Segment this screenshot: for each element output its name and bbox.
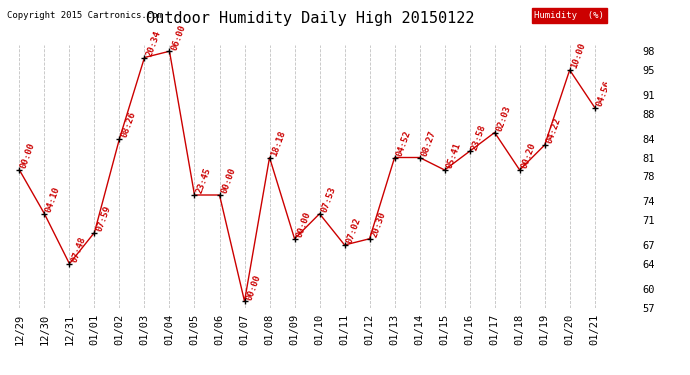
Text: 07:02: 07:02 <box>344 217 362 245</box>
Text: 07:59: 07:59 <box>95 204 112 232</box>
Text: 07:48: 07:48 <box>70 236 87 264</box>
Text: 00:00: 00:00 <box>19 142 37 170</box>
Text: 00:20: 00:20 <box>520 142 538 170</box>
Text: 04:52: 04:52 <box>395 129 412 158</box>
Text: 06:00: 06:00 <box>170 23 187 51</box>
Text: 04:10: 04:10 <box>44 185 62 214</box>
Text: 08:27: 08:27 <box>420 129 437 158</box>
Text: Humidity  (%): Humidity (%) <box>534 11 604 20</box>
Text: 20:34: 20:34 <box>144 29 162 57</box>
Text: 07:53: 07:53 <box>319 185 337 214</box>
Text: 23:45: 23:45 <box>195 166 212 195</box>
Text: 00:00: 00:00 <box>295 210 312 239</box>
Text: 08:26: 08:26 <box>119 110 137 139</box>
Text: 00:00: 00:00 <box>244 273 262 301</box>
Text: 10:00: 10:00 <box>570 42 587 70</box>
Text: Outdoor Humidity Daily High 20150122: Outdoor Humidity Daily High 20150122 <box>146 11 475 26</box>
Text: 05:41: 05:41 <box>444 142 462 170</box>
Text: 04:56: 04:56 <box>595 79 612 108</box>
Text: 04:22: 04:22 <box>544 117 562 145</box>
Text: 00:00: 00:00 <box>219 166 237 195</box>
Text: Copyright 2015 Cartronics.com: Copyright 2015 Cartronics.com <box>7 11 163 20</box>
Text: 20:30: 20:30 <box>370 210 387 239</box>
Text: 18:18: 18:18 <box>270 129 287 158</box>
Text: 23:58: 23:58 <box>470 123 487 151</box>
Text: 02:03: 02:03 <box>495 104 512 132</box>
